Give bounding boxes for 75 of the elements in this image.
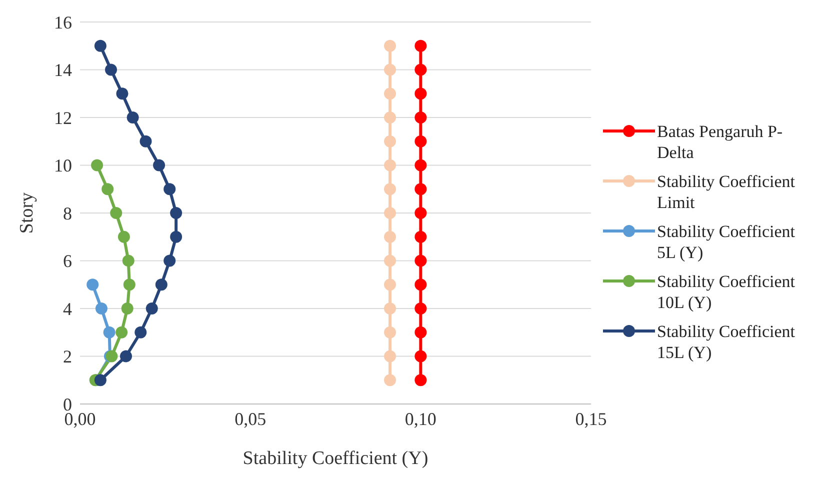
point (384, 302, 396, 314)
point (384, 374, 396, 386)
point (414, 88, 427, 100)
y-tick-label: 10 (54, 156, 72, 176)
point (384, 350, 396, 362)
point (91, 159, 104, 172)
point (384, 183, 396, 196)
x-axis-title: Stability Coefficient (Y) (242, 448, 428, 469)
legend-label: Stability Coefficient Limit (657, 171, 796, 213)
point (414, 183, 427, 196)
point (105, 64, 117, 76)
y-tick-label: 2 (63, 346, 72, 367)
point (384, 278, 396, 291)
point (126, 112, 139, 124)
point (164, 254, 176, 267)
point (155, 278, 168, 291)
point (122, 254, 134, 267)
y-tick-label: 12 (54, 108, 72, 128)
point (414, 278, 427, 291)
point (414, 374, 427, 386)
legend-label: Stability Coefficient 15L (Y) (657, 321, 796, 363)
y-tick-label: 16 (54, 12, 72, 32)
point (414, 64, 427, 76)
x-tick-label: 0,05 (234, 408, 266, 429)
point (384, 326, 396, 338)
point (384, 40, 396, 52)
point (134, 326, 147, 338)
y-tick-label: 14 (54, 60, 72, 80)
x-tick-label: 0,15 (575, 408, 607, 429)
point (384, 112, 396, 124)
point (414, 350, 427, 362)
point (153, 159, 166, 172)
legend-label: Stability Coefficient 5L (Y) (657, 221, 796, 263)
point (414, 254, 427, 267)
point (384, 64, 396, 76)
point (140, 135, 152, 148)
y-tick-label: 4 (63, 298, 72, 319)
point (118, 230, 130, 243)
point (164, 183, 176, 196)
point (103, 326, 116, 338)
point (102, 183, 114, 196)
point (121, 302, 134, 314)
y-axis-title: Story (16, 192, 38, 234)
x-tick-label: 0,10 (404, 408, 436, 429)
y-tick-label: 6 (63, 251, 72, 272)
point (384, 207, 396, 219)
point (95, 302, 108, 314)
point (414, 135, 427, 148)
point (94, 40, 106, 52)
point (414, 207, 427, 219)
point (86, 278, 99, 291)
point (120, 350, 132, 362)
point (170, 230, 182, 243)
point (110, 207, 122, 219)
point (414, 112, 427, 124)
point (384, 159, 396, 172)
legend-label: Batas Pengaruh P-Delta (657, 121, 784, 163)
point (414, 230, 427, 243)
point (414, 40, 427, 52)
y-tick-label: 8 (63, 203, 72, 224)
point (414, 159, 427, 172)
point (123, 278, 136, 291)
legend-label: Stability Coefficient 10L (Y) (657, 271, 796, 313)
point (116, 88, 128, 100)
point (94, 374, 106, 386)
point (170, 207, 182, 219)
point (116, 326, 128, 338)
point (414, 302, 427, 314)
point (414, 326, 427, 338)
y-tick-label: 0 (63, 394, 72, 414)
point (384, 135, 396, 148)
point (384, 88, 396, 100)
point (384, 254, 396, 267)
point (146, 302, 158, 314)
point (384, 230, 396, 243)
